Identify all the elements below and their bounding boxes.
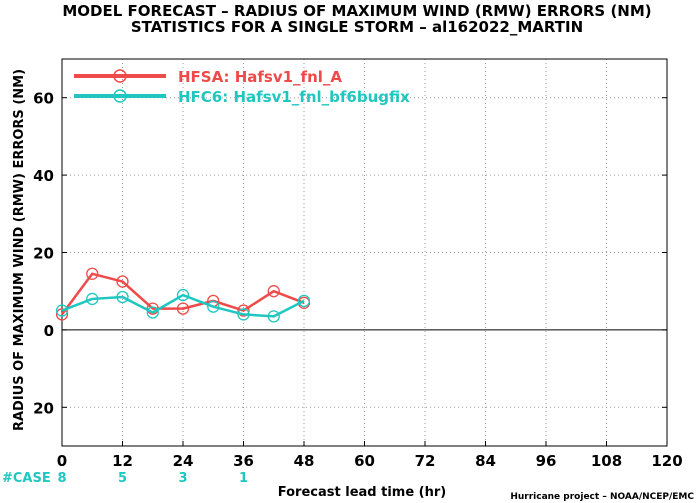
x-axis-label: Forecast lead time (hr) (278, 485, 446, 500)
x-tick-label: 12 (112, 452, 133, 470)
chart-title-line2: STATISTICS FOR A SINGLE STORM – al162022… (131, 18, 583, 36)
x-tick-label: 60 (354, 452, 375, 470)
case-label: #CASE (2, 471, 51, 486)
x-tick-label: 48 (294, 452, 315, 470)
series-point (176, 302, 190, 315)
series-point (116, 290, 129, 304)
legend-label: HFC6: Hafsv1_fnl_bf6bugfix (178, 88, 410, 106)
x-tick-label: 108 (591, 452, 622, 470)
series-point (86, 292, 99, 306)
y-tick-label: 20 (33, 245, 54, 263)
series-line (61, 293, 305, 318)
series-point (176, 288, 190, 302)
case-count-row: #CASE 8 5 3 1 (2, 471, 248, 486)
x-tick-label: 84 (475, 452, 496, 470)
x-tick-label: 96 (536, 452, 557, 470)
legend-label: HFSA: Hafsv1_fnl_A (178, 68, 342, 86)
series-point (146, 306, 159, 319)
y-axis-ticks: 20 0 20 40 60 (33, 90, 667, 417)
series-point (86, 267, 99, 280)
series-point (237, 308, 250, 321)
y-tick-label: 0 (44, 322, 54, 340)
chart-title-line1: MODEL FORECAST – RADIUS OF MAXIMUM WIND … (62, 2, 651, 20)
legend-marker (113, 89, 127, 103)
x-tick-label: 72 (415, 452, 436, 470)
y-axis-label: RADIUS OF MAXIMUM WIND (RMW) ERRORS (NM) (12, 69, 27, 431)
x-tick-label: 24 (173, 452, 194, 470)
y-tick-label: 40 (33, 167, 54, 185)
series-layer (55, 267, 311, 323)
series-point (237, 304, 250, 317)
series-point (116, 275, 129, 288)
x-tick-label: 0 (57, 452, 67, 470)
series-point (55, 304, 69, 317)
x-tick-label: 36 (233, 452, 254, 470)
case-count: 1 (239, 471, 248, 486)
grid-lines (62, 59, 667, 446)
case-count: 3 (178, 471, 187, 486)
y-tick-label: 20 (33, 399, 54, 417)
series-point (297, 294, 311, 308)
series-line (60, 272, 305, 316)
legend: HFSA: Hafsv1_fnl_A HFC6: Hafsv1_fnl_bf6bu… (74, 68, 410, 106)
series-point (55, 308, 69, 321)
series-point (267, 310, 280, 323)
x-axis-ticks: 0 12 24 36 48 60 72 84 96 108 120 (57, 441, 683, 470)
series-point (207, 300, 220, 313)
y-tick-label: 60 (33, 90, 54, 108)
case-count: 8 (57, 471, 66, 486)
case-count: 5 (118, 471, 127, 486)
legend-marker (113, 69, 127, 83)
credit-text: Hurricane project – NOAA/NCEP/EMC (510, 492, 694, 502)
x-tick-label: 120 (651, 452, 682, 470)
series-point (267, 285, 280, 298)
